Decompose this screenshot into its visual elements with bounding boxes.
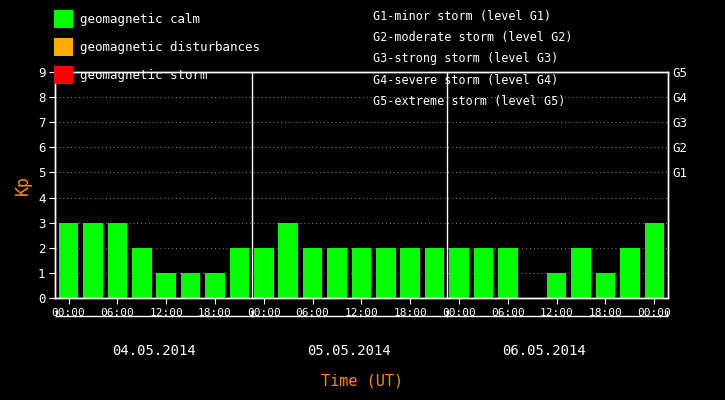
Bar	[181, 273, 200, 298]
Bar	[376, 248, 396, 298]
Bar	[400, 248, 420, 298]
Bar	[620, 248, 639, 298]
Text: 06.05.2014: 06.05.2014	[502, 344, 587, 358]
Text: G4-severe storm (level G4): G4-severe storm (level G4)	[373, 74, 559, 87]
Bar	[425, 248, 444, 298]
Bar	[254, 248, 273, 298]
Bar	[473, 248, 493, 298]
Bar	[450, 248, 469, 298]
Text: geomagnetic storm: geomagnetic storm	[80, 68, 207, 82]
Bar	[303, 248, 323, 298]
Bar	[327, 248, 347, 298]
Bar	[596, 273, 616, 298]
Bar	[83, 223, 103, 298]
Bar	[107, 223, 127, 298]
Text: G5-extreme storm (level G5): G5-extreme storm (level G5)	[373, 95, 566, 108]
Bar	[571, 248, 591, 298]
Bar	[278, 223, 298, 298]
Text: G1-minor storm (level G1): G1-minor storm (level G1)	[373, 10, 552, 23]
Text: Time (UT): Time (UT)	[321, 373, 404, 388]
Text: 05.05.2014: 05.05.2014	[307, 344, 391, 358]
Bar	[157, 273, 176, 298]
Bar	[59, 223, 78, 298]
Y-axis label: Kp: Kp	[14, 175, 33, 195]
Text: G2-moderate storm (level G2): G2-moderate storm (level G2)	[373, 31, 573, 44]
Text: geomagnetic calm: geomagnetic calm	[80, 12, 200, 26]
Bar	[498, 248, 518, 298]
Bar	[205, 273, 225, 298]
Bar	[547, 273, 566, 298]
Bar	[352, 248, 371, 298]
Text: G3-strong storm (level G3): G3-strong storm (level G3)	[373, 52, 559, 65]
Bar	[230, 248, 249, 298]
Bar	[132, 248, 152, 298]
Text: geomagnetic disturbances: geomagnetic disturbances	[80, 40, 260, 54]
Bar	[645, 223, 664, 298]
Text: 04.05.2014: 04.05.2014	[112, 344, 196, 358]
